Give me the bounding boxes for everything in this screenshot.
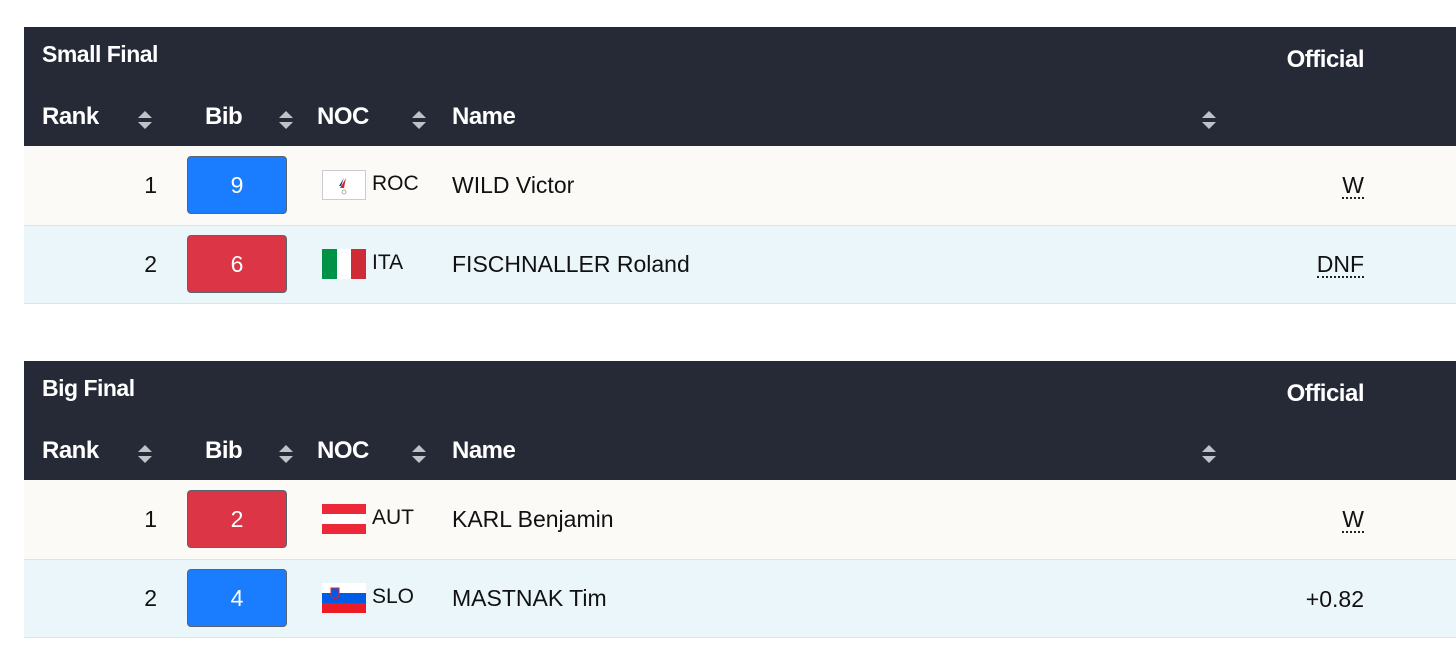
sort-icon[interactable] bbox=[136, 441, 154, 467]
result: DNF bbox=[1316, 251, 1364, 278]
bib-badge: 9 bbox=[187, 156, 287, 214]
rank: 1 bbox=[144, 506, 157, 532]
athlete-name: MASTNAK Tim bbox=[452, 585, 607, 611]
column-header[interactable]: NOC bbox=[317, 437, 369, 464]
noc-code: AUT bbox=[372, 506, 414, 529]
result: W bbox=[1342, 506, 1364, 533]
rank: 2 bbox=[144, 251, 157, 277]
flag bbox=[322, 504, 366, 534]
results-table: Big Final Official Rank Bib NOC Name 1 2 AUT KARL… bbox=[24, 361, 1456, 641]
sort-icon[interactable] bbox=[277, 107, 295, 133]
result: W bbox=[1342, 172, 1364, 199]
status-label: Official bbox=[1286, 380, 1365, 407]
athlete-name: KARL Benjamin bbox=[452, 506, 614, 532]
column-header[interactable]: Rank bbox=[42, 103, 99, 130]
sort-icon[interactable] bbox=[1200, 107, 1218, 133]
column-header[interactable]: NOC bbox=[317, 103, 369, 130]
result-row: 1 2 AUT KARL Benjamin W bbox=[24, 480, 1456, 560]
status-label: Official bbox=[1286, 46, 1365, 73]
sort-icon[interactable] bbox=[277, 441, 295, 467]
rank: 1 bbox=[144, 172, 157, 198]
noc-code: ITA bbox=[372, 251, 404, 274]
table-header: Big Final Official Rank Bib NOC Name bbox=[24, 361, 1456, 480]
column-header[interactable]: Bib bbox=[205, 103, 243, 130]
bib-badge: 4 bbox=[187, 569, 287, 627]
athlete-name: FISCHNALLER Roland bbox=[452, 251, 690, 277]
result-row: 2 4 SLO MASTNAK Tim +0.82 bbox=[24, 560, 1456, 638]
flag bbox=[322, 583, 366, 613]
sort-icon[interactable] bbox=[410, 107, 428, 133]
sort-icon[interactable] bbox=[410, 441, 428, 467]
sort-icon[interactable] bbox=[1200, 441, 1218, 467]
column-header[interactable]: Name bbox=[452, 103, 516, 130]
rank: 2 bbox=[144, 585, 157, 611]
bib-badge: 6 bbox=[187, 235, 287, 293]
column-header[interactable]: Rank bbox=[42, 437, 99, 464]
column-header[interactable]: Bib bbox=[205, 437, 243, 464]
table-title: Small Final bbox=[42, 41, 158, 67]
table-title: Big Final bbox=[42, 375, 135, 401]
noc-code: ROC bbox=[372, 172, 419, 195]
athlete-name: WILD Victor bbox=[452, 172, 575, 198]
result: +0.82 bbox=[1305, 586, 1364, 612]
result-row: 1 9 ROC WILD Victor W bbox=[24, 146, 1456, 226]
result-row: 2 6 ITA FISCHNALLER Roland DNF bbox=[24, 226, 1456, 304]
bib-badge: 2 bbox=[187, 490, 287, 548]
noc-code: SLO bbox=[372, 585, 415, 608]
flag bbox=[322, 249, 366, 279]
flag bbox=[322, 170, 366, 200]
table-header: Small Final Official Rank Bib NOC Name bbox=[24, 27, 1456, 146]
results-table: Small Final Official Rank Bib NOC Name 1 9 ROC WI… bbox=[24, 27, 1456, 307]
sort-icon[interactable] bbox=[136, 107, 154, 133]
column-header[interactable]: Name bbox=[452, 437, 516, 464]
